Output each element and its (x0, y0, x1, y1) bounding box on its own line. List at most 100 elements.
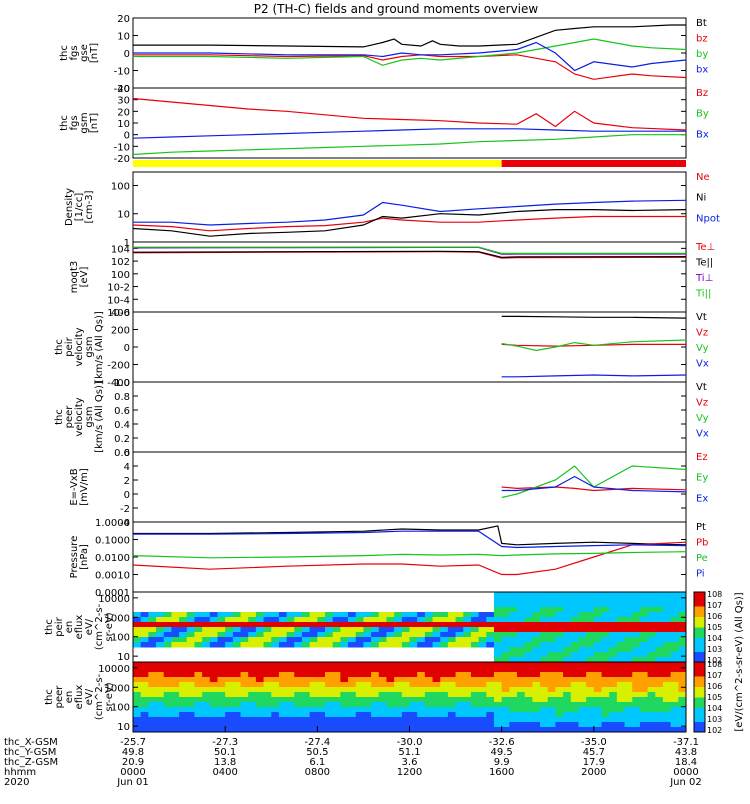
heatmap-cell (355, 617, 364, 623)
heatmap-cell (340, 667, 349, 673)
heatmap-cell (424, 667, 434, 673)
heatmap-cell (271, 697, 280, 703)
heatmap-cell (394, 692, 403, 698)
heatmap-cell (501, 592, 510, 598)
heatmap-cell (301, 662, 311, 668)
heatmap-cell (470, 712, 480, 718)
y-axis-label: peir (64, 336, 75, 356)
heatmap-cell (509, 657, 518, 663)
heatmap-cell (478, 672, 487, 678)
heatmap-cell (478, 687, 487, 693)
heatmap-cell (355, 702, 364, 708)
heatmap-cell (624, 687, 633, 693)
y-tick-label: 1000 (105, 683, 130, 694)
heatmap-cell (163, 632, 172, 638)
x-tick-label: 49.8 (122, 747, 144, 758)
y-axis-label: Pressure (69, 536, 80, 579)
heatmap-cell (278, 687, 288, 693)
heatmap-cell (517, 647, 526, 653)
heatmap-cell (424, 697, 434, 703)
heatmap-cell (371, 717, 380, 723)
heatmap-cell (424, 722, 434, 728)
heatmap-cell (616, 622, 626, 628)
heatmap-cell (332, 687, 341, 693)
heatmap-cell (639, 627, 649, 633)
heatmap-cell (509, 592, 518, 598)
heatmap-cell (340, 662, 349, 668)
series-line-Npot (133, 199, 687, 226)
heatmap-cell (463, 662, 472, 668)
heatmap-cell (578, 662, 587, 668)
heatmap-cell (647, 692, 656, 698)
heatmap-cell (578, 722, 587, 728)
heatmap-cell (470, 682, 480, 688)
heatmap-cell (209, 632, 218, 638)
heatmap-cell (417, 672, 426, 678)
heatmap-cell (532, 687, 541, 693)
heatmap-cell (639, 647, 649, 653)
heatmap-cell (371, 722, 380, 728)
heatmap-cell (555, 602, 564, 608)
heatmap-cell (263, 667, 272, 673)
heatmap-cell (294, 632, 303, 638)
heatmap-cell (609, 712, 618, 718)
heatmap-cell (240, 637, 249, 643)
colorbar-step (694, 623, 705, 628)
heatmap-cell (532, 642, 541, 648)
heatmap-cell (486, 682, 495, 688)
legend-entry: Ne (696, 172, 710, 183)
heatmap-cell (271, 677, 280, 683)
heatmap-cell (286, 667, 295, 673)
heatmap-cell (616, 702, 626, 708)
heatmap-cell (371, 707, 380, 713)
heatmap-cell (278, 692, 288, 698)
heatmap-cell (517, 722, 526, 728)
heatmap-cell (186, 702, 195, 708)
heatmap-cell (655, 712, 664, 718)
heatmap-cell (662, 627, 672, 633)
y-tick-label: 4 (124, 462, 130, 473)
heatmap-cell (348, 672, 357, 678)
heatmap-cell (547, 672, 556, 678)
heatmap-cell (232, 622, 242, 628)
heatmap-cell (524, 702, 533, 708)
heatmap-cell (578, 632, 587, 638)
heatmap-cell (325, 612, 334, 618)
heatmap-cell (601, 692, 610, 698)
legend-entry: Bx (696, 129, 709, 140)
heatmap-cell (248, 662, 257, 668)
heatmap-cell (493, 642, 503, 648)
heatmap-cell (225, 702, 234, 708)
heatmap-cell (532, 617, 541, 623)
heatmap-cell (455, 687, 464, 693)
heatmap-cell (186, 697, 195, 703)
heatmap-cell (232, 667, 242, 673)
heatmap-cell (478, 692, 487, 698)
heatmap-cell (647, 612, 656, 618)
heatmap-cell (271, 692, 280, 698)
heatmap-cell (662, 717, 672, 723)
heatmap-cell (179, 667, 188, 673)
series-line-Ne (132, 215, 686, 232)
heatmap-cell (486, 687, 495, 693)
heatmap-cell (540, 612, 549, 618)
heatmap-cell (417, 642, 426, 648)
heatmap-cell (202, 702, 211, 708)
y-axis-label: gsm (84, 406, 95, 427)
heatmap-cell (540, 602, 549, 608)
heatmap-cell (493, 597, 503, 603)
heatmap-cell (156, 637, 165, 643)
heatmap-cell (348, 627, 357, 633)
y-tick-label: 0.2 (114, 434, 130, 445)
heatmap-cell (509, 627, 518, 633)
heatmap-cell (301, 667, 311, 673)
heatmap-cell (624, 667, 633, 673)
heatmap-cell (278, 707, 288, 713)
heatmap-cell (325, 702, 334, 708)
heatmap-cell (209, 707, 218, 713)
heatmap-cell (586, 722, 595, 728)
heatmap-cell (378, 662, 387, 668)
heatmap-cell (386, 632, 395, 638)
heatmap-cell (601, 617, 610, 623)
